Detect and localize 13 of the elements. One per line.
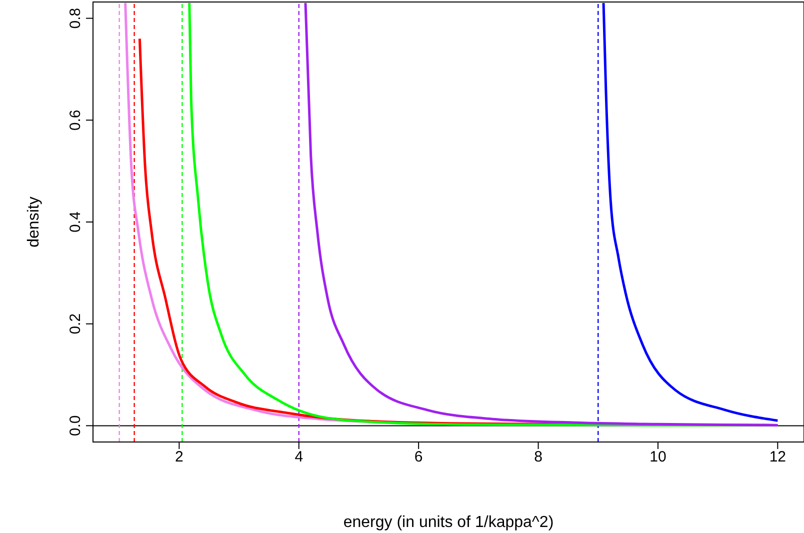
x-tick-label: 6 xyxy=(414,448,423,466)
y-axis-title: density xyxy=(26,196,43,248)
y-tick-label: 0.2 xyxy=(67,313,84,334)
y-tick-label: 0.0 xyxy=(67,415,84,436)
x-tick-label: 2 xyxy=(175,448,184,466)
x-tick-label: 8 xyxy=(534,448,542,466)
x-axis-title: energy (in units of 1/kappa^2) xyxy=(343,514,554,531)
y-tick-label: 0.8 xyxy=(67,8,84,29)
x-tick-label: 12 xyxy=(769,448,786,466)
y-tick-label: 0.4 xyxy=(67,212,84,232)
y-tick-label: 0.6 xyxy=(67,110,84,131)
x-tick-label: 4 xyxy=(294,448,304,466)
x-tick-label: 10 xyxy=(650,448,666,466)
